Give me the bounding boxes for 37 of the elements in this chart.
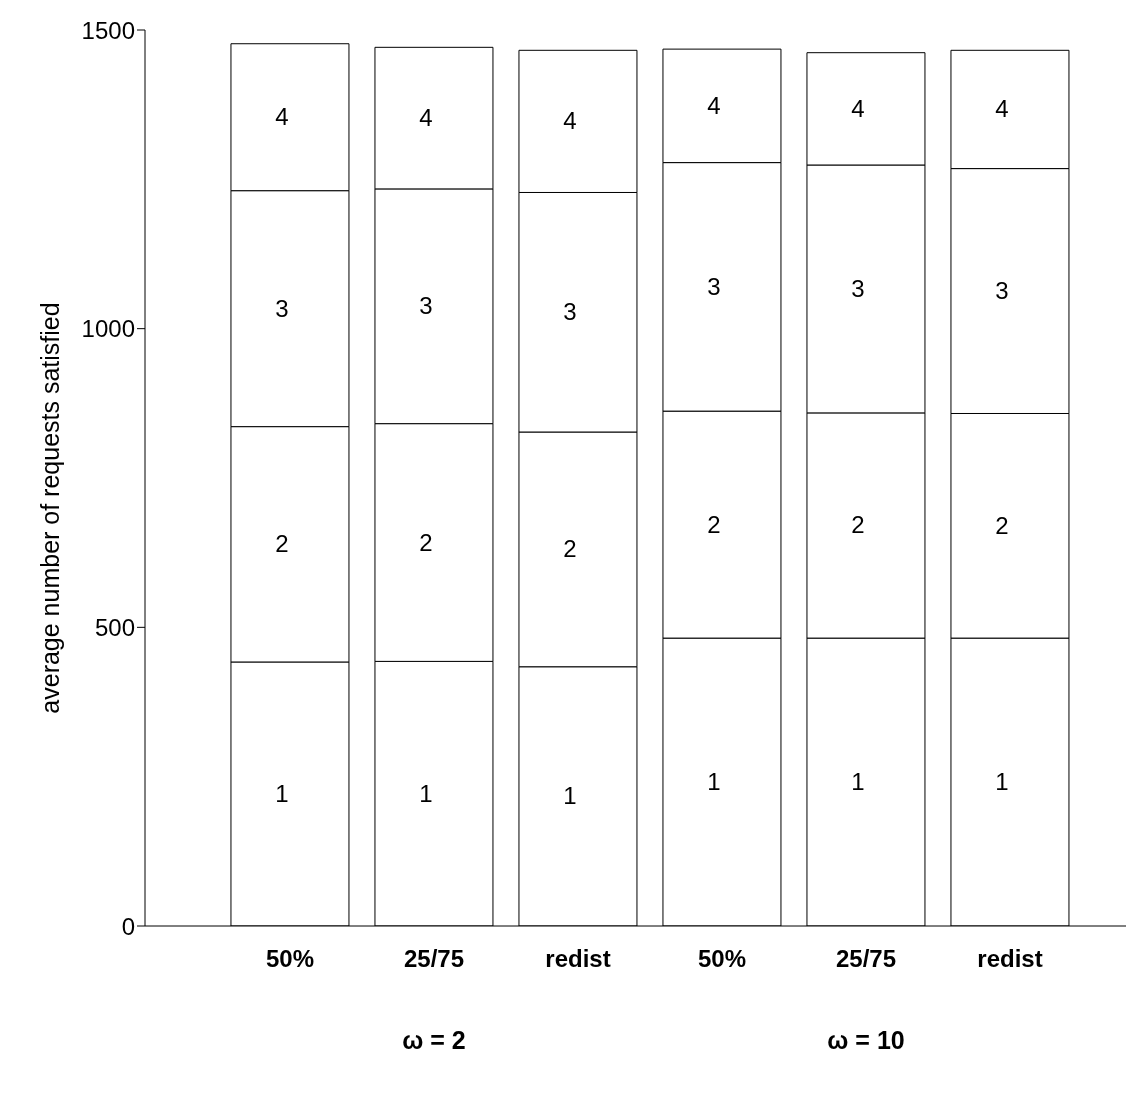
y-tick-label: 500: [94, 613, 135, 641]
text: 4: [275, 103, 289, 131]
text: 2: [851, 511, 865, 539]
y-tick-label: 1000: [81, 315, 135, 343]
text: 1: [995, 768, 1009, 796]
text: 4: [563, 107, 577, 135]
series-label: 4: [851, 94, 865, 122]
text: 4: [707, 91, 721, 119]
text: 2: [419, 528, 433, 556]
series-label: 3: [563, 298, 577, 326]
x-tick-label: 25/75: [403, 945, 465, 973]
text: 3: [995, 277, 1009, 305]
x-tick-label: 25/75: [835, 945, 897, 973]
text: 2: [275, 530, 289, 558]
x-tick-label: redist: [977, 945, 1043, 973]
series-label: 1: [563, 782, 577, 810]
text: 1: [419, 779, 433, 807]
text: 2: [707, 510, 721, 538]
y-axis-title: average number of requests satisfied: [35, 302, 65, 714]
series-label: 2: [563, 535, 577, 563]
text: 4: [995, 95, 1009, 123]
text: 3: [419, 292, 433, 320]
text: 3: [275, 294, 289, 322]
text: 1: [275, 779, 289, 807]
text: 1: [707, 768, 721, 796]
text: 3: [851, 274, 865, 302]
text: 1: [851, 768, 865, 796]
text: ω = 2: [402, 1026, 466, 1055]
x-tick-label: 50%: [265, 945, 315, 973]
text: 3: [707, 272, 721, 300]
text: 4: [419, 104, 433, 132]
y-tick-label: 1500: [81, 16, 135, 44]
text: 2: [995, 511, 1009, 539]
x-tick-label: 50%: [697, 945, 747, 973]
text: ω = 10: [827, 1026, 905, 1055]
y-tick-label: 0: [121, 912, 135, 940]
x-tick-label: redist: [545, 945, 611, 973]
